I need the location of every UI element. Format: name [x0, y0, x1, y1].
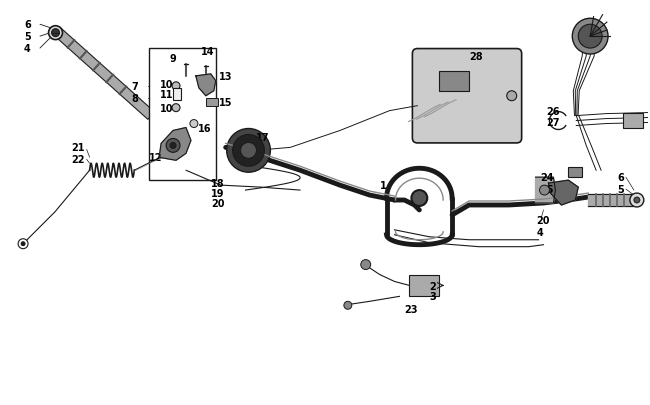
Bar — [568, 168, 582, 178]
Circle shape — [18, 239, 28, 249]
Circle shape — [630, 194, 644, 207]
Text: 10: 10 — [160, 103, 174, 113]
Circle shape — [361, 260, 370, 270]
Text: 28: 28 — [469, 52, 483, 62]
Bar — [150, 49, 216, 181]
Text: 4: 4 — [24, 44, 31, 54]
Text: 23: 23 — [404, 305, 418, 315]
Text: 20: 20 — [536, 215, 550, 225]
Circle shape — [172, 104, 180, 112]
Text: 22: 22 — [72, 155, 85, 165]
Circle shape — [240, 143, 257, 159]
Text: 15: 15 — [219, 98, 232, 107]
Text: 21: 21 — [72, 143, 85, 153]
Polygon shape — [588, 194, 633, 207]
Circle shape — [578, 25, 602, 49]
Text: 27: 27 — [547, 117, 560, 127]
Polygon shape — [549, 181, 578, 205]
Text: 24: 24 — [541, 173, 554, 183]
Text: 19: 19 — [211, 189, 224, 198]
Text: 3: 3 — [429, 292, 436, 302]
Circle shape — [540, 185, 549, 196]
Circle shape — [227, 129, 270, 173]
Circle shape — [170, 143, 176, 149]
Bar — [410, 275, 439, 296]
Circle shape — [572, 19, 608, 55]
FancyBboxPatch shape — [412, 49, 522, 143]
Polygon shape — [196, 75, 216, 96]
Text: 16: 16 — [198, 123, 211, 133]
Text: 10: 10 — [160, 80, 174, 90]
Bar — [173, 89, 181, 100]
Text: 18: 18 — [211, 179, 224, 189]
Text: 1: 1 — [380, 181, 386, 191]
Text: 6: 6 — [24, 20, 31, 30]
Circle shape — [49, 27, 62, 40]
Text: 4: 4 — [536, 227, 543, 237]
Text: 12: 12 — [150, 153, 162, 163]
Text: 25: 25 — [541, 185, 554, 195]
Circle shape — [233, 135, 265, 167]
Bar — [623, 113, 643, 128]
Polygon shape — [159, 128, 191, 161]
Text: 26: 26 — [547, 107, 560, 116]
Circle shape — [507, 92, 517, 101]
Text: 2: 2 — [429, 282, 436, 292]
Bar — [206, 98, 218, 107]
Circle shape — [344, 302, 352, 309]
Text: 20: 20 — [211, 198, 224, 209]
Circle shape — [166, 139, 180, 153]
Text: 8: 8 — [131, 94, 138, 103]
Polygon shape — [53, 28, 155, 120]
Circle shape — [21, 242, 25, 246]
Text: 6: 6 — [617, 173, 624, 183]
Circle shape — [634, 198, 640, 203]
Text: 13: 13 — [219, 72, 232, 82]
Text: 11: 11 — [160, 90, 174, 100]
Circle shape — [411, 191, 427, 207]
Text: 5: 5 — [617, 185, 624, 195]
Circle shape — [190, 120, 198, 128]
Circle shape — [172, 83, 180, 91]
Text: 14: 14 — [201, 47, 214, 57]
Text: 9: 9 — [169, 54, 176, 64]
Text: 17: 17 — [255, 133, 269, 143]
Text: 7: 7 — [131, 81, 138, 92]
Text: 5: 5 — [24, 32, 31, 42]
Circle shape — [51, 30, 60, 38]
Polygon shape — [536, 178, 555, 203]
Bar — [439, 72, 469, 92]
